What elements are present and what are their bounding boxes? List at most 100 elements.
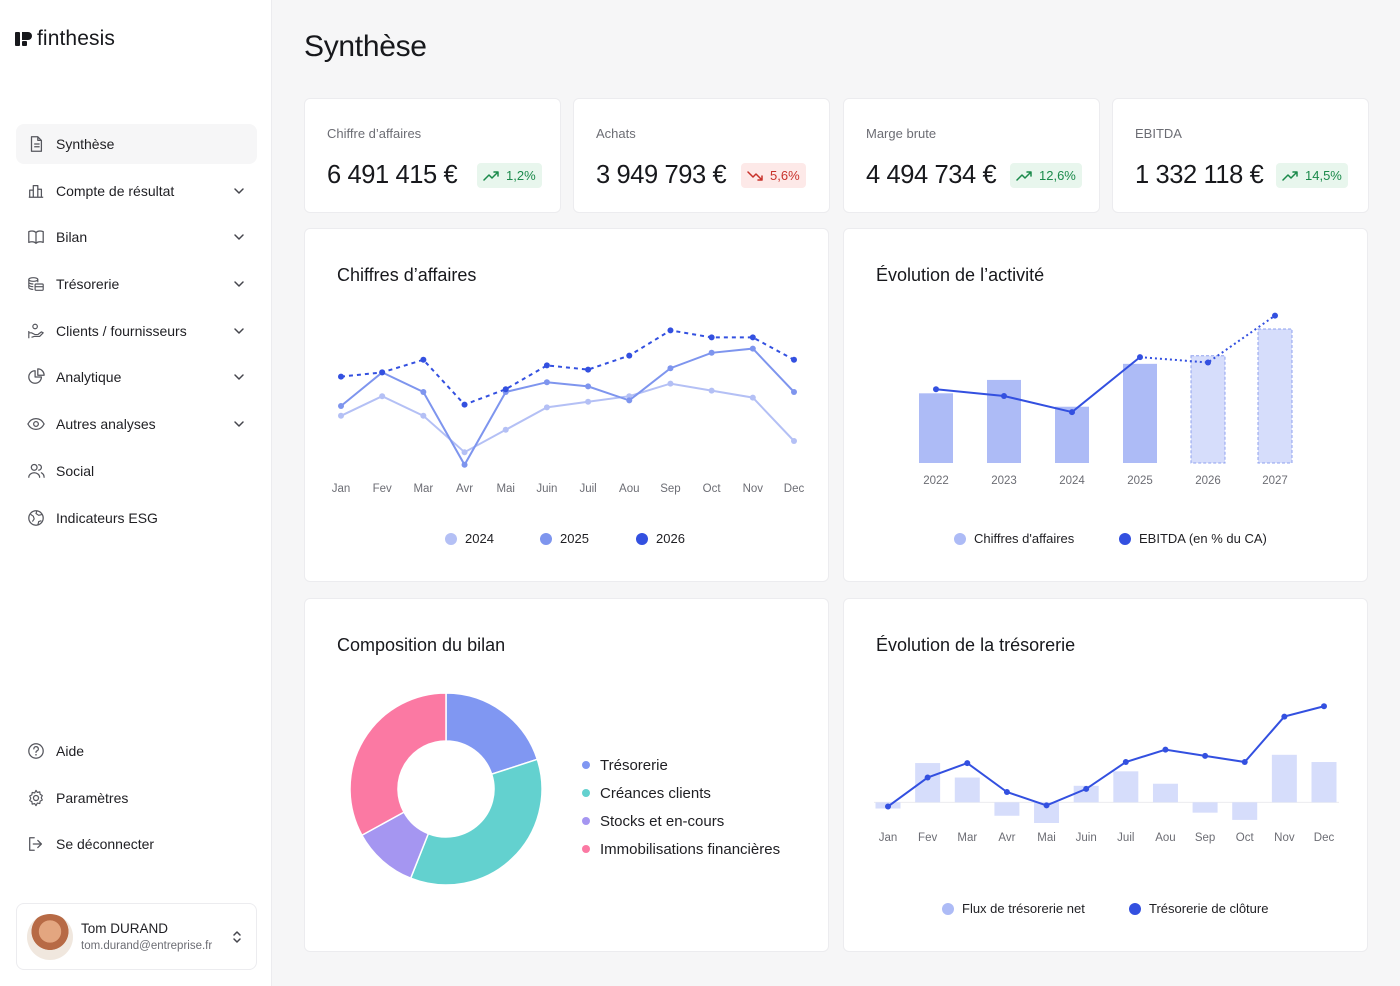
x-tick-label: Fev (372, 483, 392, 495)
expand-toggle[interactable] (231, 323, 247, 339)
legend-item[interactable]: 2024 (445, 531, 494, 546)
bar (1073, 785, 1099, 803)
x-tick-label: Aou (619, 483, 640, 495)
legend-item[interactable]: 2026 (636, 531, 685, 546)
sidebar-item-bilan[interactable]: Bilan (16, 217, 257, 257)
kpi-label: EBITDA (1135, 126, 1182, 141)
bar (987, 379, 1021, 463)
sidebar-item-parametres[interactable]: Paramètres (16, 778, 257, 818)
data-point (543, 404, 550, 411)
sidebar-nav-bottom: Aide Paramètres Se déconnecter (16, 731, 257, 871)
x-tick-label: Avr (456, 483, 474, 495)
sidebar-item-label: Clients / fournisseurs (56, 322, 187, 339)
legend-swatch (540, 532, 552, 545)
sidebar-item-label: Analytique (56, 369, 122, 386)
x-tick-label: Nov (1274, 832, 1295, 844)
legend-item[interactable]: Chiffres d'affaires (954, 531, 1074, 546)
data-point (1272, 312, 1278, 319)
bar (1271, 754, 1297, 803)
legend-label: 2024 (465, 531, 494, 546)
legend-item[interactable]: Trésorerie de clôture (1129, 901, 1268, 916)
chart-title: Évolution de la trésorerie (876, 635, 1076, 655)
settings-icon (26, 788, 46, 808)
sidebar-item-label: Compte de résultat (56, 182, 175, 199)
data-point (502, 386, 509, 393)
chevron-down-icon (234, 234, 244, 241)
data-point (626, 352, 633, 359)
data-point (1162, 746, 1169, 753)
sidebar-item-label: Bilan (56, 229, 88, 246)
sidebar-item-autres-analyses[interactable]: Autres analyses (16, 404, 257, 444)
expand-toggle[interactable] (231, 276, 247, 292)
sidebar-item-social[interactable]: Social (16, 451, 257, 491)
expand-toggle[interactable] (231, 229, 247, 245)
legend-item[interactable]: EBITDA (en % du CA) (1119, 531, 1267, 546)
chart-card-activite: Évolution de l’activité 2022 2023 2024 2025… (843, 228, 1368, 582)
chevron-down-icon (234, 187, 244, 194)
data-point (1069, 409, 1075, 416)
chevron-down-icon (234, 328, 244, 334)
avatar (27, 913, 73, 960)
user-menu[interactable]: Tom DURAND tom.durand@entreprise.fr (16, 903, 257, 970)
users-icon (26, 461, 46, 481)
sidebar-item-tresorerie[interactable]: Trésorerie (16, 264, 257, 304)
legend-label: Trésorerie de clôture (1149, 901, 1269, 916)
data-point (1241, 759, 1248, 766)
pie-legend-item[interactable]: Créances clients (582, 779, 780, 807)
expand-toggle[interactable] (231, 183, 247, 199)
sidebar-item-indicateurs-esg[interactable]: Indicateurs ESG (16, 498, 257, 538)
data-point (708, 387, 715, 394)
x-tick-label: Juin (1075, 832, 1097, 844)
legend-swatch (1129, 902, 1141, 915)
legend-label: 2026 (656, 531, 685, 546)
x-tick-label: Dec (1313, 832, 1335, 844)
kpi-label: Marge brute (866, 126, 937, 141)
chevron-down-icon (234, 374, 244, 381)
pie-slice (409, 758, 543, 886)
data-point (667, 327, 674, 334)
x-tick-label: Sep (660, 483, 681, 495)
expand-toggle[interactable] (231, 416, 247, 432)
data-point (791, 389, 797, 395)
x-tick-label: 2026 (1195, 475, 1221, 487)
sidebar-item-label: Synthèse (56, 136, 115, 152)
kpi-value: 6 491 415 € (327, 161, 458, 189)
pie-legend-item[interactable]: Trésorerie (582, 751, 780, 779)
series-line-2026 (340, 329, 795, 406)
legend-label: EBITDA (en % du CA) (1139, 531, 1267, 546)
app-logo[interactable]: finthesis (15, 27, 115, 51)
kpi-change: 14,5% (1305, 168, 1342, 183)
x-tick-label: 2023 (991, 475, 1017, 487)
kpi-change-badge: 12,6% (1010, 163, 1082, 188)
series-line-2025 (340, 347, 795, 467)
sidebar-item-aide[interactable]: Aide (16, 731, 257, 771)
user-info: Tom DURAND tom.durand@entreprise.fr (81, 921, 230, 952)
pie-legend-item[interactable]: Stocks et en-cours (582, 807, 780, 835)
page-title: Synthèse (304, 30, 427, 63)
kpi-label: Chiffre d’affaires (327, 126, 422, 141)
expand-toggle[interactable] (231, 369, 247, 385)
data-point (749, 345, 756, 352)
bar (1055, 406, 1089, 463)
legend-swatch (582, 761, 590, 769)
kpi-change-badge: 5,6% (741, 163, 806, 188)
trend-down-icon (747, 170, 763, 181)
sidebar-item-clients-fournisseurs[interactable]: Clients / fournisseurs (16, 311, 257, 351)
sidebar-item-synthese[interactable]: Synthèse (16, 124, 257, 164)
data-point (708, 334, 715, 341)
data-point (338, 373, 344, 380)
sidebar-item-label: Se déconnecter (56, 836, 155, 853)
legend-item[interactable]: Flux de trésorerie net (942, 901, 1085, 916)
x-tick-label: Juin (536, 483, 558, 495)
pie-legend-item[interactable]: Immobilisations financières (582, 835, 780, 863)
legend-item[interactable]: 2025 (540, 531, 589, 546)
data-point (1205, 359, 1211, 366)
x-tick-label: 2027 (1262, 475, 1288, 487)
sidebar-item-label: Autres analyses (56, 416, 156, 433)
sidebar-item-analytique[interactable]: Analytique (16, 357, 257, 397)
legend-label: Stocks et en-cours (600, 812, 725, 830)
sidebar-item-se-deconnecter[interactable]: Se déconnecter (16, 824, 257, 864)
handshake-icon (26, 321, 46, 341)
ebitda-line (935, 356, 1141, 414)
sidebar-item-compte-de-resultat[interactable]: Compte de résultat (16, 171, 257, 211)
